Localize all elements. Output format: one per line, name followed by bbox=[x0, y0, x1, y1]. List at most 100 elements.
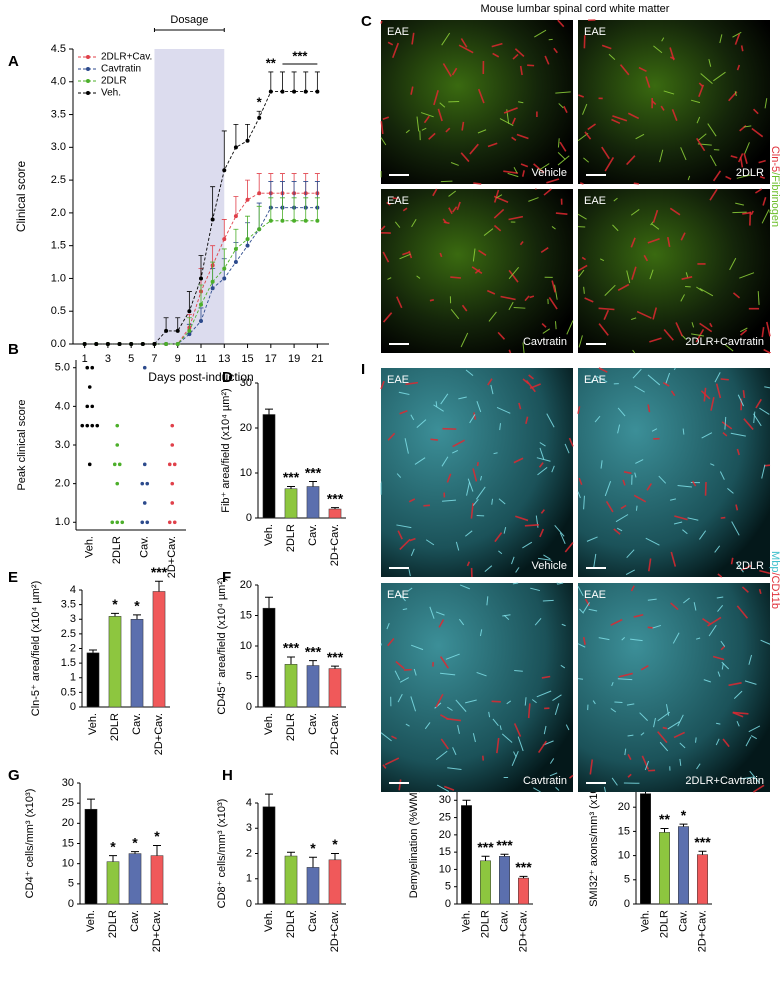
dosage-label: Dosage bbox=[170, 14, 208, 26]
stain-part: Mbp bbox=[769, 551, 780, 572]
texture-stroke bbox=[648, 558, 652, 572]
error-bar bbox=[175, 317, 181, 331]
texture-stroke bbox=[615, 514, 629, 523]
texture-stroke bbox=[693, 602, 697, 611]
point bbox=[85, 404, 90, 409]
point bbox=[170, 501, 175, 505]
x-tick-label: 2D+Cav. bbox=[329, 910, 341, 952]
texture-stroke bbox=[647, 237, 660, 244]
texture-stroke bbox=[612, 115, 628, 122]
texture-stroke bbox=[472, 733, 476, 743]
point bbox=[90, 365, 95, 370]
texture-stroke bbox=[714, 545, 721, 553]
texture-stroke bbox=[652, 307, 658, 320]
texture-stroke bbox=[513, 723, 522, 737]
sig-label: *** bbox=[477, 839, 494, 855]
point bbox=[87, 385, 92, 389]
texture-stroke bbox=[722, 431, 728, 437]
texture-stroke bbox=[586, 536, 598, 542]
texture-stroke bbox=[721, 663, 724, 670]
texture-stroke bbox=[541, 322, 547, 328]
x-tick-label: Veh. bbox=[85, 910, 97, 932]
bar bbox=[461, 805, 472, 905]
texture-stroke bbox=[584, 131, 592, 140]
x-tick-label: 2D+Cav. bbox=[153, 713, 165, 755]
y-tick-label: 4 bbox=[70, 584, 76, 596]
texture-stroke bbox=[634, 472, 637, 478]
texture-stroke bbox=[683, 597, 690, 604]
texture-stroke bbox=[577, 264, 588, 272]
texture-stroke bbox=[382, 764, 387, 769]
texture-stroke bbox=[753, 108, 759, 115]
texture-stroke bbox=[498, 550, 503, 555]
image-caption: 2DLR+Cavtratin bbox=[685, 336, 764, 348]
texture-stroke bbox=[487, 378, 493, 386]
texture-stroke bbox=[583, 286, 585, 294]
texture-stroke bbox=[761, 326, 765, 338]
texture-stroke bbox=[525, 380, 536, 393]
texture-stroke bbox=[720, 378, 729, 381]
texture-stroke bbox=[743, 125, 752, 128]
texture-stroke bbox=[679, 742, 686, 749]
texture-stroke bbox=[735, 504, 739, 511]
texture-stroke bbox=[577, 213, 587, 220]
texture-stroke bbox=[691, 322, 695, 328]
error-bar bbox=[481, 855, 490, 861]
y-tick-label: 15 bbox=[618, 825, 630, 837]
texture-stroke bbox=[549, 772, 558, 777]
texture-stroke bbox=[631, 266, 637, 280]
x-tick-label: Veh. bbox=[460, 910, 472, 932]
texture-stroke bbox=[488, 311, 497, 322]
texture-stroke bbox=[701, 432, 713, 439]
texture-stroke bbox=[735, 561, 744, 573]
y-tick-label: 30 bbox=[62, 777, 74, 789]
texture-stroke bbox=[490, 384, 494, 395]
texture-stroke bbox=[748, 725, 761, 733]
x-tick-label: 2D+Cav. bbox=[166, 536, 178, 578]
texture-stroke bbox=[411, 218, 417, 228]
texture-stroke bbox=[703, 679, 712, 683]
texture-stroke bbox=[675, 322, 683, 337]
texture-stroke bbox=[435, 611, 445, 616]
bar bbox=[108, 616, 122, 708]
texture-stroke bbox=[719, 34, 723, 44]
texture-stroke bbox=[442, 218, 448, 224]
texture-stroke bbox=[546, 413, 555, 428]
texture-stroke bbox=[643, 254, 649, 262]
y-tick-label: 4.5 bbox=[51, 43, 66, 55]
error-bar bbox=[163, 317, 169, 331]
texture-stroke bbox=[577, 643, 586, 648]
texture-stroke bbox=[477, 129, 487, 134]
texture-stroke bbox=[605, 500, 614, 513]
texture-stroke bbox=[460, 332, 469, 348]
bar bbox=[518, 877, 529, 905]
texture-stroke bbox=[720, 516, 726, 519]
error-bar bbox=[679, 823, 688, 827]
texture-stroke bbox=[554, 321, 557, 330]
texture-stroke bbox=[539, 447, 545, 460]
error-bar bbox=[87, 798, 95, 810]
panel-label: E bbox=[8, 569, 18, 586]
texture-stroke bbox=[492, 52, 500, 58]
bar bbox=[659, 832, 670, 905]
image-caption: Vehicle bbox=[532, 560, 567, 572]
texture-stroke bbox=[437, 108, 443, 122]
texture-stroke bbox=[680, 294, 685, 302]
texture-stroke bbox=[387, 41, 394, 46]
texture-stroke bbox=[740, 329, 748, 336]
micrograph bbox=[381, 20, 573, 184]
texture-stroke bbox=[399, 409, 408, 415]
texture-stroke bbox=[759, 175, 766, 180]
texture-stroke bbox=[617, 283, 630, 291]
texture-stroke bbox=[621, 637, 626, 641]
texture-stroke bbox=[397, 591, 406, 602]
x-tick-label: Veh. bbox=[639, 910, 651, 932]
texture-stroke bbox=[696, 286, 703, 292]
texture-stroke bbox=[594, 415, 601, 423]
texture-stroke bbox=[438, 619, 445, 628]
point bbox=[245, 237, 250, 242]
texture-stroke bbox=[533, 787, 541, 793]
point bbox=[117, 342, 122, 346]
texture-stroke bbox=[472, 468, 478, 482]
texture-stroke bbox=[394, 670, 401, 681]
